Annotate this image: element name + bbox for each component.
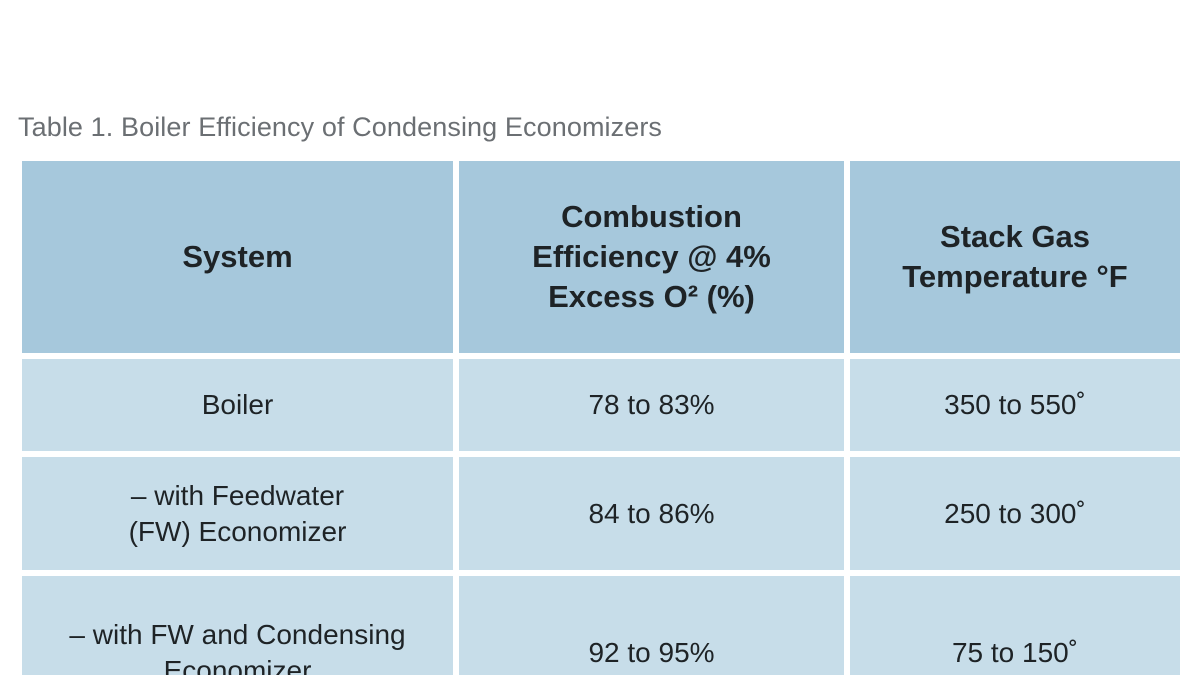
efficiency-table: System Combustion Efficiency @ 4% Excess…: [22, 161, 1180, 675]
table-cell-temperature: 75 to 150˚: [850, 576, 1180, 675]
table-cell-temperature: 250 to 300˚: [850, 457, 1180, 570]
table-cell-efficiency: 84 to 86%: [459, 457, 844, 570]
header-stack-gas-temperature: Stack Gas Temperature °F: [850, 161, 1180, 353]
table-cell-system: – with FW and Condensing Economizer: [22, 576, 453, 675]
table-cell-efficiency: 78 to 83%: [459, 359, 844, 451]
table-cell-efficiency: 92 to 95%: [459, 576, 844, 675]
header-combustion-efficiency: Combustion Efficiency @ 4% Excess O² (%): [459, 161, 844, 353]
table-caption: Table 1. Boiler Efficiency of Condensing…: [18, 112, 663, 142]
table-cell-system: Boiler: [22, 359, 453, 451]
table-cell-temperature: 350 to 550˚: [850, 359, 1180, 451]
header-system: System: [22, 161, 453, 353]
table-cell-system: – with Feedwater (FW) Economizer: [22, 457, 453, 570]
